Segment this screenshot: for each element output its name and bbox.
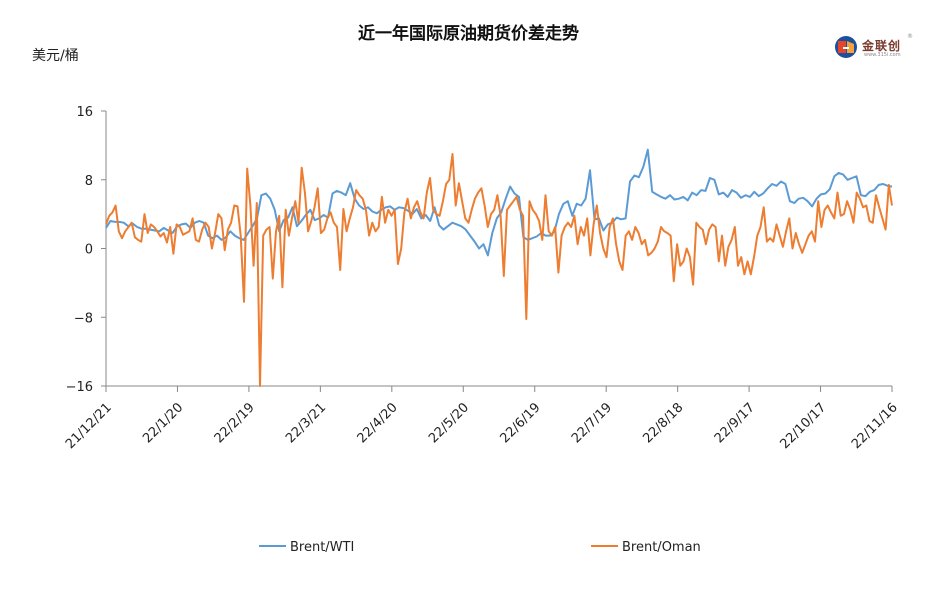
brand-logo: 金联创 www.315i.com ® <box>834 33 914 60</box>
brand-logo-icon <box>835 36 857 58</box>
y-tick-label: −8 <box>74 311 93 326</box>
y-tick-label: 16 <box>76 105 93 120</box>
x-tick-label: 22/7/19 <box>569 400 615 446</box>
x-axis: 21/12/21 22/1/20 22/2/19 22/3/21 22/4/20 22/5… <box>63 385 901 452</box>
x-tick-label: 22/10/17 <box>777 400 829 452</box>
brand-logo-registered-mark: ® <box>907 33 913 40</box>
x-tick-label: 22/8/18 <box>640 400 686 446</box>
series-layer <box>105 148 893 387</box>
x-tick-label: 22/4/20 <box>355 400 401 446</box>
chart-title: 近一年国际原油期货价差走势 <box>358 24 579 44</box>
series-line-brent-wti <box>105 148 893 257</box>
y-axis: 16 8 0 −8 −16 <box>66 105 107 395</box>
legend-item: Brent/Oman <box>591 540 701 555</box>
x-tick-label: 22/11/16 <box>849 400 901 452</box>
x-tick-label: 22/9/17 <box>712 400 758 446</box>
y-unit-label: 美元/桶 <box>32 48 79 64</box>
brand-logo-site: www.315i.com <box>864 52 901 58</box>
legend: Brent/WTI Brent/Oman <box>259 540 701 555</box>
y-tick-label: −16 <box>66 380 93 395</box>
legend-label: Brent/Oman <box>622 540 701 555</box>
legend-label: Brent/WTI <box>290 540 354 555</box>
legend-item: Brent/WTI <box>259 540 354 555</box>
y-tick-label: 0 <box>85 243 93 258</box>
brand-logo-name: 金联创 <box>862 39 902 53</box>
y-tick-label: 8 <box>85 174 93 189</box>
x-tick-label: 22/5/20 <box>426 400 472 446</box>
x-tick-label: 22/1/20 <box>140 400 186 446</box>
x-tick-label: 22/2/19 <box>212 400 258 446</box>
x-tick-label: 22/3/21 <box>283 400 329 446</box>
series-line-brent-oman <box>105 153 893 387</box>
x-tick-label: 21/12/21 <box>63 400 115 452</box>
x-tick-label: 22/6/19 <box>498 400 544 446</box>
